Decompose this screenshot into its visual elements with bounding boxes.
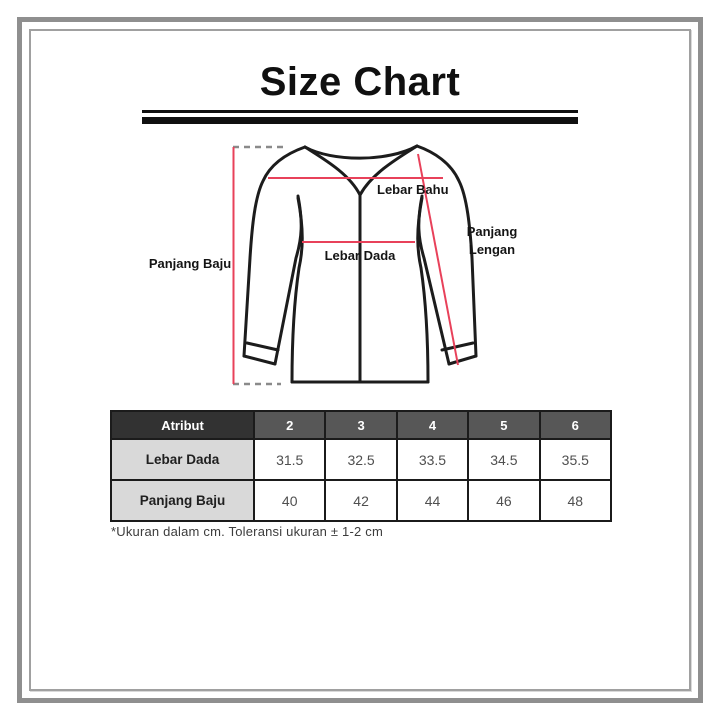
panjang-lengan-label-line1: Panjang — [466, 224, 518, 239]
row-label-panjang-baju: Panjang Baju — [110, 479, 255, 522]
page-title: Size Chart — [259, 60, 461, 104]
attribute-column-header: Atribut — [110, 410, 255, 440]
size-column-header-5: 5 — [467, 410, 541, 440]
garment-outline — [242, 144, 478, 384]
lebar-dada-size-4-value: 33.5 — [395, 438, 470, 481]
row-label-lebar-dada: Lebar Dada — [110, 438, 255, 481]
lebar-dada-size-3-value: 32.5 — [324, 438, 398, 481]
panjang-baju-size-4-value: 44 — [395, 479, 470, 522]
measurement-lines — [232, 145, 459, 386]
size-column-header-6: 6 — [538, 410, 613, 440]
panjang-baju-size-6-value: 48 — [538, 479, 613, 522]
divider-thick-line — [142, 117, 578, 124]
size-table: Atribut 2 3 4 5 6 Lebar Dada 31.5 32.5 3… — [110, 410, 613, 522]
panjang-baju-label: Panjang Baju — [148, 256, 232, 271]
panjang-baju-size-3-value: 42 — [324, 479, 398, 522]
size-column-header-2: 2 — [252, 410, 327, 440]
size-table-header-row: Atribut 2 3 4 5 6 — [110, 410, 613, 440]
lebar-dada-size-6-value: 35.5 — [538, 438, 613, 481]
title-divider — [142, 110, 578, 124]
lebar-dada-size-2-value: 31.5 — [252, 438, 327, 481]
lebar-dada-label: Lebar Dada — [324, 248, 396, 263]
table-row-lebar-dada: Lebar Dada 31.5 32.5 33.5 34.5 35.5 — [110, 438, 613, 481]
panjang-lengan-measure-line — [417, 153, 459, 366]
lebar-dada-size-5-value: 34.5 — [467, 438, 541, 481]
divider-thin-line — [142, 110, 578, 113]
size-column-header-3: 3 — [324, 410, 398, 440]
lebar-bahu-label: Lebar Bahu — [377, 182, 449, 197]
panjang-lengan-label: Panjang Lengan — [453, 223, 531, 259]
panjang-baju-size-5-value: 46 — [467, 479, 541, 522]
panjang-baju-size-2-value: 40 — [252, 479, 327, 522]
measurement-footnote: *Ukuran dalam cm. Toleransi ukuran ± 1-2… — [111, 524, 383, 539]
size-column-header-4: 4 — [395, 410, 470, 440]
panjang-lengan-label-line2: Lengan — [468, 242, 516, 258]
table-row-panjang-baju: Panjang Baju 40 42 44 46 48 — [110, 479, 613, 522]
